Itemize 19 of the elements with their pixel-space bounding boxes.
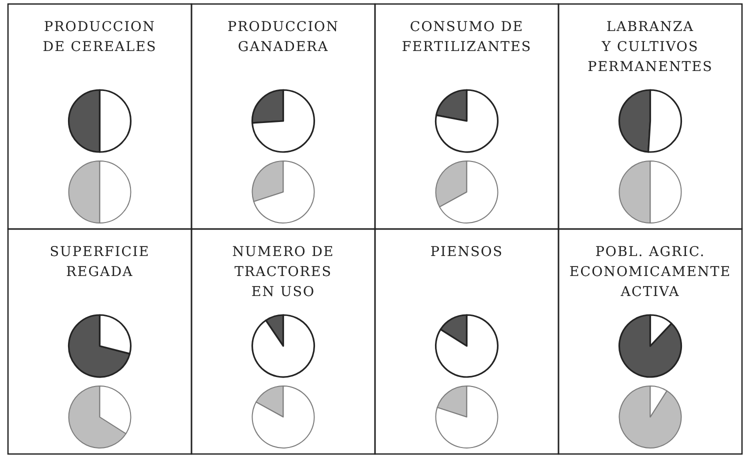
chart-title: PRODUCCION DE CEREALES xyxy=(42,19,157,55)
pie-slice xyxy=(435,89,499,153)
chart-title: POBL. AGRIC. ECONOMICAMENTE ACTIVA xyxy=(569,244,732,300)
pie-slice xyxy=(253,160,315,224)
pie-slice xyxy=(618,314,682,378)
pie-slice xyxy=(434,314,499,378)
chart-title: LABRANZA Y CULTIVOS PERMANENTES xyxy=(588,19,713,75)
chart-title: SUPERFICIE REGADA xyxy=(50,244,150,280)
chart-title: PRODUCCION GANADERA xyxy=(228,19,339,55)
pie-slice xyxy=(252,89,316,153)
pie-slice xyxy=(618,386,682,448)
pie-slice xyxy=(435,386,498,448)
chart-title: CONSUMO DE FERTILIZANTES xyxy=(402,19,532,55)
chart-title: PIENSOS xyxy=(430,244,504,260)
pie-slice xyxy=(252,314,316,378)
pie-slice xyxy=(68,314,131,378)
pie-slice xyxy=(439,160,498,224)
pie-slice xyxy=(252,386,315,448)
chart-title: NUMERO DE TRACTORES EN USO xyxy=(232,244,334,300)
